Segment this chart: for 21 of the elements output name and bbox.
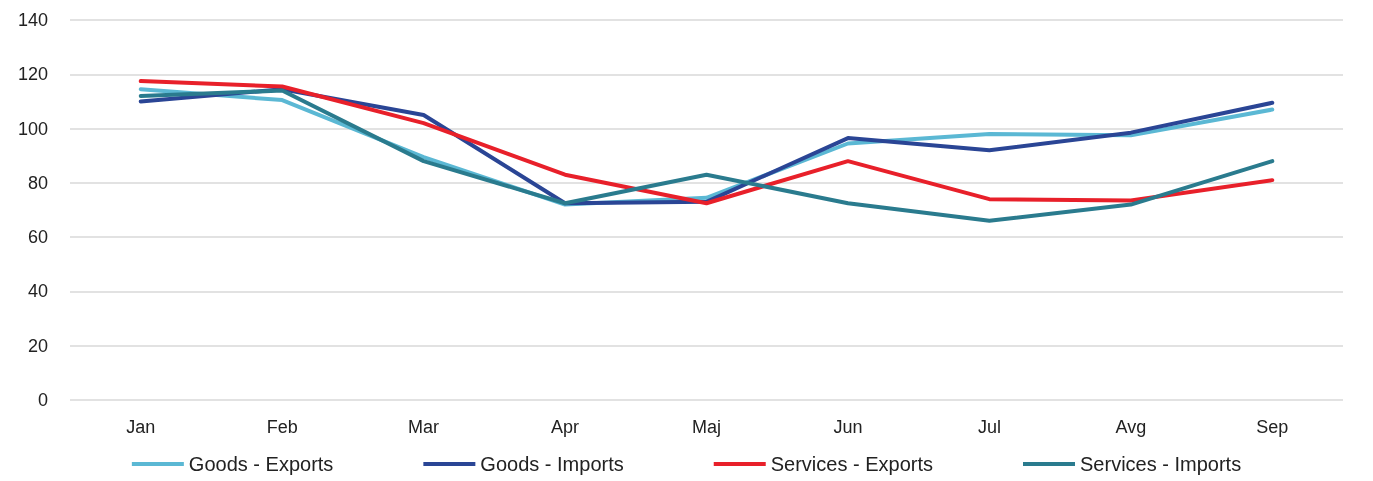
- x-tick-label: Maj: [691, 417, 722, 437]
- x-tick-label: Mar: [408, 417, 440, 437]
- x-tick-label: Jun: [833, 417, 863, 437]
- y-tick-label: 20: [27, 335, 48, 356]
- x-tick-label: Sep: [1256, 417, 1289, 437]
- x-tick-label: Avg: [1115, 417, 1147, 437]
- legend-label: Services - Exports: [770, 453, 933, 475]
- legend-label: Services - Imports: [1080, 453, 1242, 475]
- x-tick-label: Jul: [977, 417, 1001, 437]
- legend-label: Goods - Exports: [188, 453, 334, 475]
- y-tick-label: 60: [27, 227, 48, 248]
- y-tick-label: 40: [27, 281, 48, 302]
- y-tick-label: 140: [17, 10, 48, 30]
- y-tick-label: 120: [17, 64, 48, 85]
- x-tick-label: Apr: [551, 417, 580, 437]
- y-tick-label: 100: [17, 118, 48, 139]
- y-tick-label: 0: [37, 390, 48, 410]
- y-tick-label: 80: [27, 172, 48, 193]
- legend-label: Goods - Imports: [480, 453, 624, 475]
- x-tick-label: Feb: [266, 417, 298, 437]
- x-tick-label: Jan: [126, 417, 156, 437]
